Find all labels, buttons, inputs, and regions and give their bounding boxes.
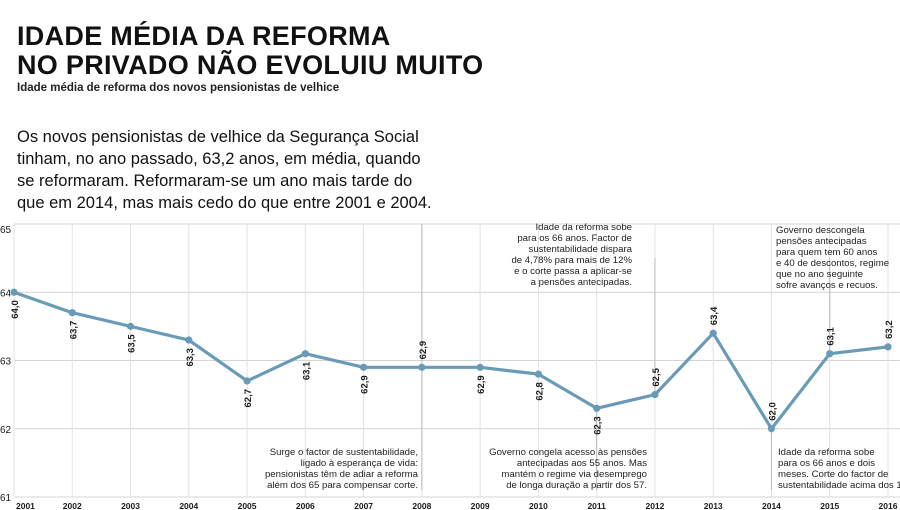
data-point: [243, 377, 251, 385]
x-tick-label: 2008: [412, 501, 431, 510]
data-point: [476, 363, 484, 371]
annotation-line: para quem tem 60 anos: [776, 247, 878, 258]
annotation-line: mantém o regime via desemprego: [501, 469, 647, 480]
data-label: 62,9: [476, 375, 487, 394]
annotation-line: sustentabilidade dispara: [528, 244, 632, 255]
data-label: 63,1: [826, 326, 837, 345]
annotation-line: e o corte passa a aplicar-se: [514, 266, 632, 277]
x-tick-label: 2006: [296, 501, 315, 510]
y-tick-label: 65: [0, 225, 12, 236]
annotation-line: e 40 de descontos, regime: [776, 258, 890, 269]
x-tick-label: 2001: [16, 501, 35, 510]
x-tick-label: 2010: [529, 501, 548, 510]
data-point: [68, 309, 76, 317]
data-point: [767, 425, 776, 433]
data-point: [534, 370, 543, 378]
lead-line: que em 2014, mas mais cedo do que entre …: [17, 194, 432, 212]
x-tick-label: 2009: [471, 501, 490, 510]
x-tick-label: 2016: [879, 501, 898, 510]
annotation-2008: Surge o factor de sustentabilidade, liga…: [265, 447, 418, 491]
annotation-line: sustentabilidade acima dos 13%.: [778, 480, 900, 491]
chart-title: IDADE MÉDIA DA REFORMA NO PRIVADO NÃO EV…: [17, 22, 483, 80]
x-tick-label: 2002: [63, 501, 82, 510]
lead-line: se reformaram. Reformaram-se um ano mais…: [17, 172, 413, 190]
data-point: [185, 336, 193, 344]
data-label: 63,7: [68, 321, 79, 340]
data-point: [709, 329, 717, 337]
annotation-line: Idade da reforma sobe: [535, 222, 632, 233]
data-point: [10, 288, 18, 296]
annotation-2014: Idade da reforma sobe para os 66 anos e …: [778, 447, 900, 491]
annotation-line: Governo descongela: [776, 225, 865, 236]
data-label: 62,5: [651, 367, 662, 386]
data-point: [301, 350, 309, 358]
data-label: 62,9: [418, 341, 429, 360]
data-label: 63,1: [301, 361, 312, 380]
y-tick-label: 63: [0, 357, 12, 368]
annotation-line: de longa duração a partir dos 57.: [506, 480, 647, 491]
annotation-line: ligado à esperança de vida:: [300, 458, 418, 469]
data-label: 63,5: [127, 334, 138, 353]
y-tick-label: 61: [0, 493, 12, 504]
annotation-line: pensões antecipadas: [776, 236, 867, 247]
x-tick-label: 2007: [354, 501, 373, 510]
annotation-line: Surge o factor de sustentabilidade,: [269, 447, 418, 458]
annotation-line: Governo congela acesso às pensões: [489, 447, 647, 458]
annotation-line: meses. Corte do factor de: [778, 469, 889, 480]
annotation-2012: Idade da reforma sobe para os 66 anos. F…: [511, 222, 632, 288]
data-label: 62,0: [767, 402, 778, 421]
annotation-2015: Governo descongela pensões antecipadas p…: [776, 225, 889, 291]
x-tick-label: 2005: [238, 501, 257, 510]
y-tick-label: 64: [0, 288, 12, 299]
y-tick-label: 62: [0, 425, 12, 436]
annotation-line: Idade da reforma sobe: [778, 447, 875, 458]
annotation-2011: Governo congela acesso às pensões anteci…: [489, 447, 647, 491]
data-point: [126, 322, 135, 330]
data-point: [651, 391, 659, 399]
data-point: [418, 363, 426, 371]
annotation-line: pensionistas têm de adiar a reforma: [264, 469, 418, 480]
annotation-line: para os 66 anos. Factor de: [517, 233, 632, 244]
annotation-line: sofre avanços e recuos.: [776, 280, 878, 291]
x-tick-label: 2014: [762, 501, 781, 510]
data-point: [826, 350, 834, 358]
annotation-line: antecipadas aos 55 anos. Mas: [516, 458, 647, 469]
lead-line: Os novos pensionistas de velhice da Segu…: [17, 128, 419, 146]
data-label: 63,3: [185, 348, 196, 367]
chart-subtitle: Idade média de reforma dos novos pension…: [17, 82, 340, 94]
data-label: 64,0: [10, 300, 21, 319]
x-tick-label: 2011: [587, 501, 606, 510]
data-label: 62,8: [534, 382, 545, 401]
data-label: 62,7: [243, 389, 254, 408]
x-tick-label: 2013: [704, 501, 723, 510]
annotation-line: para os 66 anos e dois: [778, 458, 876, 469]
data-point: [360, 363, 368, 371]
lead-line: tinham, no ano passado, 63,2 anos, em mé…: [17, 150, 421, 168]
series-line: [12, 290, 890, 431]
x-tick-label: 2003: [121, 501, 140, 510]
lead-paragraph: Os novos pensionistas de velhice da Segu…: [17, 126, 487, 214]
annotation-line: de 4,78% para mais de 12%: [511, 255, 632, 266]
annotation-line: que no ano seguinte: [776, 269, 863, 280]
data-label: 62,3: [593, 416, 604, 435]
data-label: 62,9: [360, 375, 371, 394]
data-point: [884, 343, 892, 351]
x-tick-label: 2004: [179, 501, 198, 510]
data-label: 63,2: [884, 320, 895, 339]
annotation-line: a pensões antecipadas.: [530, 277, 632, 288]
data-point: [593, 404, 601, 412]
title-line-1: IDADE MÉDIA DA REFORMA: [17, 21, 391, 51]
data-label: 63,4: [709, 306, 720, 325]
x-tick-label: 2012: [645, 501, 664, 510]
title-line-2: NO PRIVADO NÃO EVOLUIU MUITO: [17, 50, 484, 80]
x-tick-label: 2015: [820, 501, 839, 510]
annotation-line: além dos 65 para compensar corte.: [267, 480, 418, 491]
